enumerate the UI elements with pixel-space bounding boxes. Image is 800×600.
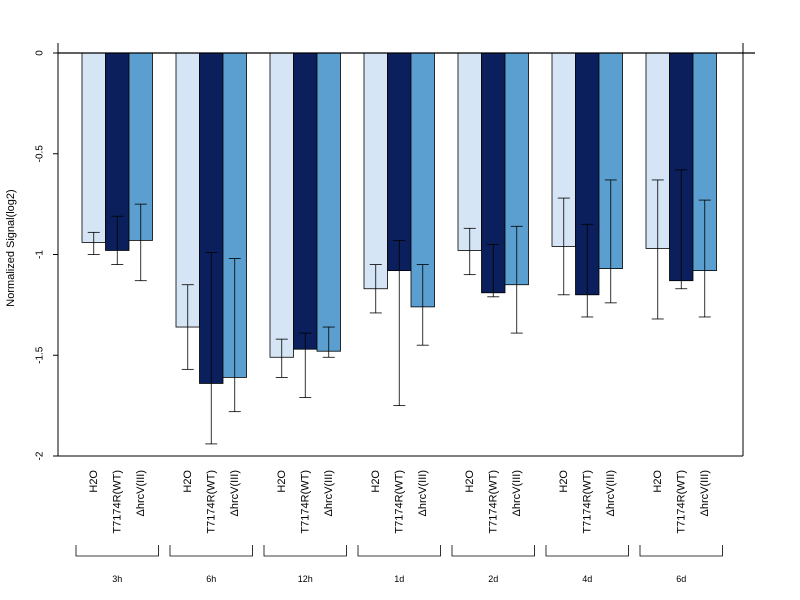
- bar-label: ΔhrcV(III): [699, 470, 711, 516]
- y-tick-label: -1.5: [35, 346, 46, 364]
- bar-label: H2O: [558, 470, 570, 493]
- bar-label: T7174R(WT): [299, 470, 311, 534]
- group-bracket: [639, 545, 723, 557]
- bars-layer: [81, 52, 717, 384]
- bar: [81, 52, 106, 243]
- group-label: 6d: [676, 574, 686, 584]
- bar-label: H2O: [464, 470, 476, 493]
- group-label: 2d: [488, 574, 498, 584]
- group-bracket: [357, 545, 441, 557]
- bar-label: ΔhrcV(III): [229, 470, 241, 516]
- bar-label: T7174R(WT): [581, 470, 593, 534]
- group-bracket: [75, 545, 159, 557]
- bar-label: ΔhrcV(III): [135, 470, 147, 516]
- y-tick-label: -2: [35, 451, 46, 460]
- bar: [363, 52, 388, 290]
- group-bracket: [169, 545, 253, 557]
- bar: [269, 52, 294, 358]
- y-tick-label: 0: [35, 50, 46, 56]
- bar-label: T7174R(WT): [675, 470, 687, 534]
- bar-label: ΔhrcV(III): [323, 470, 335, 516]
- bar: [293, 52, 318, 350]
- group-label: 6h: [206, 574, 216, 584]
- y-tick-label: -0.5: [35, 145, 46, 163]
- bar-label: H2O: [652, 470, 664, 493]
- group-label: 3h: [112, 574, 122, 584]
- axis-layer: 0 -0.5 -1 -1.5 -2 Normalized Signal(log2): [5, 43, 755, 460]
- bar-label: H2O: [88, 470, 100, 493]
- bar-label: ΔhrcV(III): [605, 470, 617, 516]
- group-label: 12h: [298, 574, 313, 584]
- group-label: 1d: [394, 574, 404, 584]
- group-bracket: [451, 545, 535, 557]
- bar-label: H2O: [182, 470, 194, 493]
- error-bars-layer: [87, 169, 711, 445]
- bar-label: T7174R(WT): [205, 470, 217, 534]
- y-axis-label: Normalized Signal(log2): [5, 189, 17, 306]
- bar: [316, 52, 341, 352]
- labels-layer: H2O T7174R(WT) ΔhrcV(III) 3h H2O T7174R(WT) Δh…: [75, 470, 723, 584]
- bar: [387, 52, 412, 272]
- group-label: 4d: [582, 574, 592, 584]
- group-bracket: [263, 545, 347, 557]
- bar-label: T7174R(WT): [393, 470, 405, 534]
- bar-label: H2O: [276, 470, 288, 493]
- bar-label: H2O: [370, 470, 382, 493]
- group-bracket: [545, 545, 629, 557]
- bar-label: T7174R(WT): [487, 470, 499, 534]
- bar-label: T7174R(WT): [111, 470, 123, 534]
- bar-label: ΔhrcV(III): [417, 470, 429, 516]
- bar: [457, 52, 482, 251]
- bar-label: ΔhrcV(III): [511, 470, 523, 516]
- y-tick-label: -1: [35, 250, 46, 259]
